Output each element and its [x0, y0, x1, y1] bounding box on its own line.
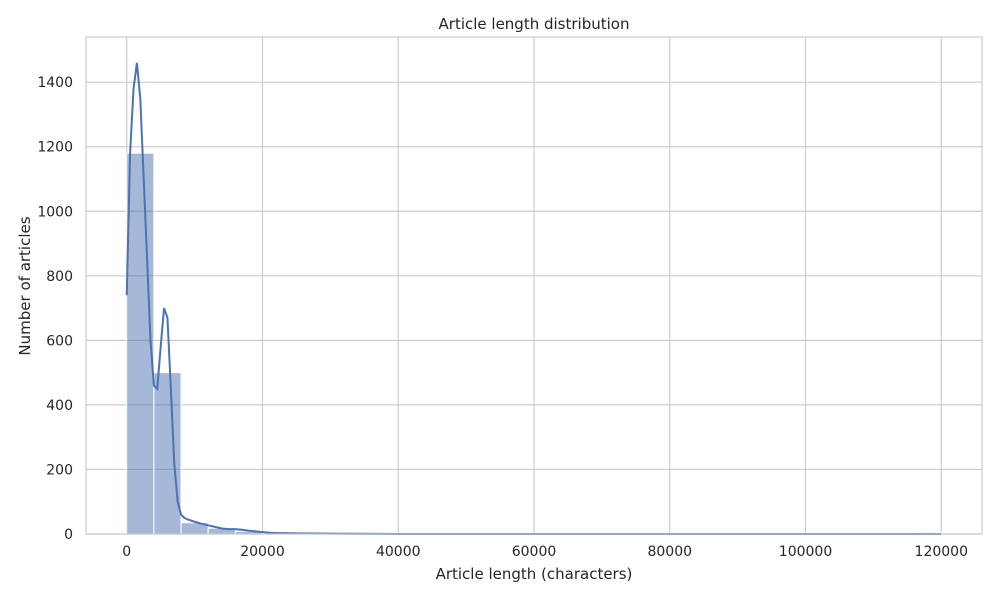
x-tick-label: 80000	[647, 544, 692, 560]
y-tick-labels: 0 200 400 600 800 1000 1200 1400	[37, 75, 73, 543]
y-tick-label: 600	[46, 333, 73, 349]
x-tick-label: 20000	[240, 544, 285, 560]
y-tick-label: 800	[46, 269, 73, 285]
chart-title: Article length distribution	[439, 15, 630, 33]
y-tick-label: 400	[46, 398, 73, 414]
x-tick-label: 60000	[512, 544, 557, 560]
y-tick-label: 1000	[37, 204, 73, 220]
y-axis-label: Number of articles	[16, 216, 34, 355]
histogram-bars	[126, 152, 942, 535]
y-tick-label: 1400	[37, 75, 73, 91]
y-tick-label: 1200	[37, 140, 73, 156]
kde-curve	[125, 62, 942, 535]
plot-frame	[85, 36, 983, 535]
x-tick-labels: 0 20000 40000 60000 80000 100000 120000	[122, 544, 968, 560]
x-tick-label: 40000	[376, 544, 421, 560]
y-tick-label: 0	[64, 527, 73, 543]
histogram-bar	[153, 372, 182, 535]
y-tick-label: 200	[46, 462, 73, 478]
x-tick-label: 100000	[779, 544, 832, 560]
x-tick-label: 0	[122, 544, 131, 560]
histogram-bar	[126, 152, 155, 535]
x-axis-label: Article length (characters)	[436, 565, 633, 583]
x-tick-label: 120000	[915, 544, 968, 560]
kde-line	[125, 62, 942, 535]
